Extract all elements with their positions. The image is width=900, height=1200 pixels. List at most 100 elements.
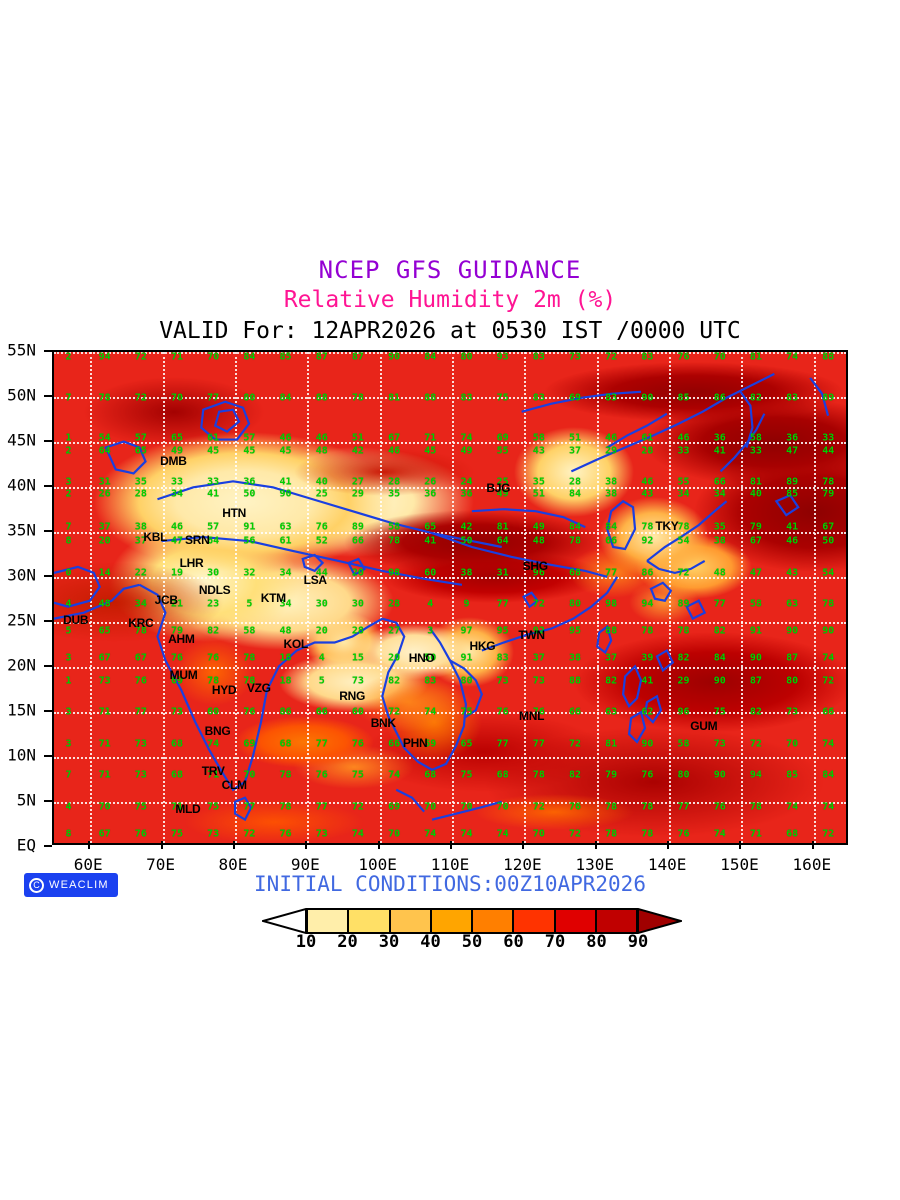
grid-value: 78 xyxy=(641,828,654,839)
grid-value: 76 xyxy=(713,801,726,812)
grid-value: 90 xyxy=(713,675,726,686)
grid-value: 8 xyxy=(65,535,72,547)
city-label-ktm: KTM xyxy=(260,590,286,605)
longitude-tick xyxy=(739,841,742,849)
grid-value: 31 xyxy=(98,476,111,488)
grid-value: 69 xyxy=(388,801,401,812)
grid-value: 35 xyxy=(713,521,726,533)
grid-value: 85 xyxy=(677,392,690,404)
grid-value: 49 xyxy=(496,488,509,500)
longitude-axis: 60E 70E 80E 90E 100E 110E 120E 130E 140E 150E 160E xyxy=(52,841,848,877)
grid-value: 76 xyxy=(677,351,690,363)
longitude-tick-label: 80E xyxy=(218,855,248,874)
map-plot-area[interactable]: 2 94 72 71 70 84 85 87 87 90 84 80 93 83 73 72 83 76 70 81 7… xyxy=(52,350,848,845)
grid-value: 70 xyxy=(424,801,437,812)
grid-value: 83 xyxy=(532,351,545,363)
grid-value: 44 xyxy=(822,445,835,457)
grid-value: 81 xyxy=(605,738,618,749)
grid-value: 50 xyxy=(460,535,473,547)
grid-value: 72 xyxy=(532,598,545,610)
latitude-axis: EQ 5N 10N 15N 20N 25N 30N 35N 40N 45N 50N 55N xyxy=(0,341,52,855)
grid-value: 43 xyxy=(786,567,799,578)
grid-value: 25 xyxy=(315,488,328,500)
grid-value: 76 xyxy=(532,706,545,718)
grid-value: 83 xyxy=(641,351,654,363)
grid-value: 43 xyxy=(532,445,545,457)
grid-value: 30 xyxy=(351,598,364,610)
longitude-tick-label: 160E xyxy=(792,855,832,874)
grid-value: 60 xyxy=(351,706,364,718)
grid-value: 0 xyxy=(65,567,72,578)
colorbar-segment xyxy=(390,910,432,932)
latitude-tick xyxy=(44,665,52,667)
grid-value: 67 xyxy=(98,828,111,839)
grid-value: 72 xyxy=(605,351,618,363)
longitude-tick xyxy=(160,841,163,849)
grid-value: 88 xyxy=(568,675,582,686)
grid-value: 90 xyxy=(786,625,799,637)
grid-value: 46 xyxy=(786,535,799,547)
city-label-vzg: VZG xyxy=(246,680,271,695)
grid-value: 41 xyxy=(424,535,437,547)
colorbar-tick-label: 60 xyxy=(503,932,524,952)
grid-value: 34 xyxy=(713,488,726,500)
colorbar[interactable] xyxy=(262,908,682,934)
grid-value: 68 xyxy=(279,738,292,749)
colorbar-left-arrow xyxy=(262,908,306,934)
grid-value: 48 xyxy=(279,625,292,637)
city-label-hkg: HKG xyxy=(469,639,496,654)
grid-value: 78 xyxy=(605,801,618,812)
city-label-bng: BNG xyxy=(204,723,231,738)
humidity-field xyxy=(54,352,846,843)
latitude-tick xyxy=(44,395,52,397)
colorbar-tick-label: 20 xyxy=(337,932,358,952)
grid-value: 81 xyxy=(749,351,762,363)
grid-value: 74 xyxy=(496,828,509,839)
gridline-horizontal xyxy=(54,577,846,579)
grid-value: 25 xyxy=(496,476,509,488)
grid-value: 97 xyxy=(460,625,473,637)
grid-value: 1 xyxy=(65,675,72,686)
latitude-tick-label: 30N xyxy=(7,565,36,585)
grid-value: 77 xyxy=(677,801,690,812)
colorbar-segment xyxy=(349,910,391,932)
grid-value: 38 xyxy=(134,521,147,533)
grid-value: 2 xyxy=(65,351,72,363)
grid-value: 36 xyxy=(713,432,726,444)
grid-value: 49 xyxy=(460,445,473,457)
grid-value: 38 xyxy=(605,488,618,500)
grid-value: 68 xyxy=(170,769,184,781)
grid-value: 80 xyxy=(568,598,582,610)
city-label-trv: TRV xyxy=(201,763,225,778)
grid-value: 78 xyxy=(207,675,220,686)
grid-value: 20 xyxy=(351,567,364,578)
grid-value: 63 xyxy=(279,521,292,533)
grid-value: 70 xyxy=(170,392,184,404)
weaclim-logo-badge[interactable]: C WEACLIM xyxy=(24,873,118,897)
grid-value: 75 xyxy=(713,706,726,718)
grid-value: 76 xyxy=(170,652,184,664)
grid-value: 76 xyxy=(207,652,220,664)
grid-value: 46 xyxy=(605,432,618,444)
grid-value: 42 xyxy=(460,521,473,533)
latitude-tick-label: 5N xyxy=(16,790,36,810)
grid-value: 80 xyxy=(243,392,256,404)
grid-value: 61 xyxy=(641,432,654,444)
grid-value: 78 xyxy=(822,598,835,610)
city-label-lsa: LSA xyxy=(303,572,327,587)
grid-value: 78 xyxy=(677,521,690,533)
grid-value: 70 xyxy=(460,801,473,812)
grid-value: 75 xyxy=(207,801,220,812)
grid-value: 74 xyxy=(351,828,364,839)
grid-value: 3 xyxy=(65,652,72,664)
grid-value: 70 xyxy=(243,769,256,781)
latitude-tick-label: 25N xyxy=(7,610,36,630)
grid-value: 70 xyxy=(388,828,401,839)
grid-value: 82 xyxy=(749,392,762,404)
grid-value: 83 xyxy=(424,675,437,686)
copyright-icon: C xyxy=(29,877,44,893)
city-label-jcb: JCB xyxy=(154,592,178,607)
city-label-dmb: DMB xyxy=(160,453,187,468)
grid-value: 41 xyxy=(279,476,292,488)
grid-value: 8 xyxy=(65,828,72,839)
